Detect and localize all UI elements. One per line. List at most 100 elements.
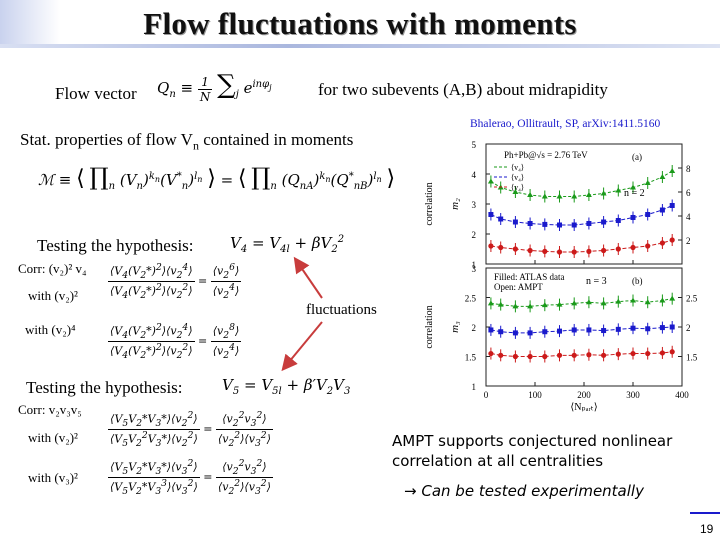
data-point	[630, 215, 636, 220]
data-point	[487, 300, 494, 306]
data-point	[556, 352, 563, 358]
y-right-tick-label: 2	[686, 236, 691, 246]
panel-label: (a)	[632, 152, 642, 162]
y-right-tick-label: 2	[686, 323, 691, 333]
arrow-up	[293, 256, 323, 299]
data-point	[527, 247, 533, 254]
data-point	[645, 350, 651, 357]
data-point	[669, 237, 675, 243]
data-point	[586, 248, 592, 254]
data-point	[571, 352, 577, 358]
y-tick-label: 1	[472, 260, 477, 270]
data-point	[527, 353, 533, 360]
data-point	[630, 297, 636, 303]
data-point	[527, 192, 534, 197]
n-label: n = 3	[586, 276, 607, 287]
x-tick-label: 400	[675, 390, 689, 400]
data-point	[556, 301, 563, 307]
data-point	[659, 207, 665, 213]
data-point	[512, 330, 518, 336]
data-point	[571, 300, 578, 306]
conclusion-line-1: AMPT supports conjectured nonlinear	[392, 432, 673, 450]
data-point	[630, 325, 636, 331]
slide-title: Flow fluctuations with moments	[143, 6, 577, 41]
data-point	[542, 248, 548, 254]
page-number: 19	[700, 522, 714, 536]
data-point	[512, 246, 518, 252]
y-axis-label: correlation	[424, 305, 435, 348]
conclusion-line-2: correlation at all centralities	[392, 452, 604, 470]
x-tick-label: 100	[528, 390, 542, 400]
data-point	[659, 325, 665, 331]
legend-label: ⟨v₄⟩	[511, 183, 524, 192]
data-point	[586, 352, 592, 358]
data-point	[669, 203, 675, 208]
data-point	[630, 350, 636, 357]
y-axis-label-m: m₂	[449, 198, 461, 210]
data-point	[659, 174, 666, 179]
hypothesis-2-equation: V5 = V5l + β′V2V3	[222, 376, 351, 397]
data-point	[615, 246, 621, 252]
data-point	[571, 193, 578, 199]
y-tick-label: 3	[472, 200, 477, 210]
data-point	[557, 222, 562, 228]
data-point	[600, 190, 607, 196]
data-point	[488, 212, 494, 217]
data-point	[512, 219, 518, 225]
y-tick-label: 3	[472, 264, 477, 274]
legend-label: ⟨v₄⟩	[511, 163, 524, 172]
y-right-tick-label: 2.5	[686, 294, 698, 304]
y-axis-label-m: m₃	[449, 321, 461, 333]
data-point	[542, 353, 548, 360]
series-line	[490, 298, 673, 307]
data-point	[644, 180, 651, 185]
hypothesis-2-with-1: with (v₂)²	[28, 430, 78, 445]
data-point	[498, 244, 504, 251]
legend-label: ⟨v₄⟩	[511, 173, 524, 182]
data-point	[644, 299, 651, 305]
y-right-tick-label: 6	[686, 188, 691, 198]
data-point	[512, 353, 518, 360]
fluctuations-label: fluctuations	[306, 302, 377, 318]
y-tick-label: 1	[472, 382, 477, 392]
x-axis-label: ⟨Nₚₐᵣₜ⟩	[570, 402, 597, 413]
hypothesis-1-label: Testing the hypothesis:	[37, 236, 194, 255]
data-point	[659, 297, 666, 303]
x-tick-label: 0	[484, 390, 489, 400]
data-point	[615, 187, 622, 193]
x-tick-label: 200	[577, 390, 591, 400]
correlation-plots: 1 2 3 4 5 2 4 6 8 correlation m₂ Ph+Pb@√s = 2.76 Te…	[424, 140, 698, 413]
hypothesis-2-corr: Corr: v₂v₃v₅	[18, 402, 82, 417]
data-point	[556, 193, 563, 199]
data-point	[488, 243, 494, 249]
x-tick-label: 300	[626, 390, 640, 400]
footer-line	[690, 512, 720, 514]
plot-annotation: Ph+Pb@√s = 2.76 TeV	[504, 150, 588, 160]
data-point	[487, 178, 494, 184]
data-point	[488, 327, 494, 333]
arrow-icon: →	[404, 482, 417, 500]
data-point	[586, 221, 592, 226]
citation: Bhalerao, Ollitrault, SP, arXiv:1411.516…	[470, 118, 661, 130]
data-point	[615, 218, 621, 223]
data-point	[571, 327, 577, 333]
y-tick-label: 2	[472, 230, 477, 240]
data-point	[512, 189, 519, 194]
y-tick-label: 2	[472, 323, 477, 333]
data-point	[512, 303, 519, 309]
hypothesis-1-ratio-1: ⟨V4(V2*)2⟩⟨v24⟩ ⟨V4(V2*)2⟩⟨v22⟩ = ⟨v26⟩ ⟨v…	[108, 262, 242, 301]
data-point	[542, 329, 548, 335]
data-point	[498, 329, 504, 335]
data-point	[669, 295, 676, 301]
title-bar-edge	[0, 0, 60, 48]
hypothesis-2-ratio-1: ⟨V5V2*V3*⟩⟨v22⟩ ⟨V5V22V3*⟩⟨v22⟩ = ⟨v22v32…	[108, 410, 273, 449]
hypothesis-1-corr: Corr: (v₂)² v₄	[18, 261, 87, 276]
data-point	[585, 192, 592, 197]
plot-annotation-filled: Filled: ATLAS data	[494, 272, 565, 282]
data-point	[571, 222, 577, 228]
data-point	[541, 302, 548, 308]
data-point	[669, 324, 675, 330]
hypothesis-2-with-2: with (v₃)²	[28, 470, 78, 485]
data-point	[527, 221, 533, 226]
y-axis-label: correlation	[424, 182, 435, 225]
